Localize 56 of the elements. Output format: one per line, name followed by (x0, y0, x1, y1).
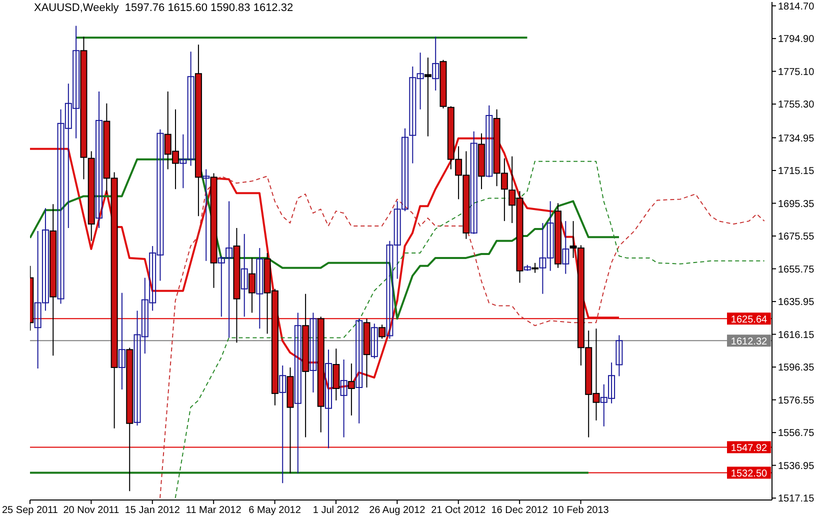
x-tick-label: 21 Oct 2012 (431, 505, 486, 516)
candlestick (294, 312, 302, 474)
y-tick-label: 1715.15 (778, 166, 815, 178)
candlestick (332, 348, 340, 401)
ref-line-label: 1625.64 (730, 314, 768, 326)
line-series (30, 158, 620, 320)
candlestick (325, 349, 332, 449)
x-tick-label: 15 Jan 2012 (124, 505, 180, 516)
x-tick-label: 11 Mar 2012 (186, 505, 242, 516)
x-tick-label: 20 Nov 2011 (63, 505, 120, 516)
x-tick-label: 1 Jul 2012 (312, 505, 360, 516)
candlestick (340, 359, 348, 438)
y-tick-label: 1556.75 (778, 428, 815, 440)
candlestick (202, 168, 210, 262)
y-tick-label: 1814.70 (778, 1, 815, 12)
y-tick-label: 1576.55 (778, 395, 815, 406)
x-tick-label: 26 Aug 2012 (369, 505, 426, 516)
y-tick-label: 1755.30 (778, 100, 815, 111)
chart-title: XAUUSD,Weekly 1597.76 1615.60 1590.83 1612.32 (34, 2, 294, 14)
y-tick-label: 1536.95 (778, 460, 815, 472)
candlestick (424, 57, 432, 137)
candlestick (432, 36, 440, 92)
y-tick-label: 1794.90 (778, 34, 815, 46)
candlestick (370, 323, 378, 360)
x-tick-label: 6 May 2012 (248, 505, 302, 516)
y-tick-label: 1517.15 (778, 494, 815, 505)
candlestick (486, 104, 493, 178)
y-tick-label: 1596.35 (778, 362, 815, 374)
candlestick (470, 130, 478, 234)
candlestick (96, 91, 103, 229)
candlestick (532, 262, 539, 274)
candlestick (562, 220, 570, 274)
y-tick-label: 1655.75 (778, 264, 815, 276)
line-series (30, 137, 620, 390)
y-tick-label: 1734.95 (778, 133, 815, 144)
candlestick (616, 334, 623, 377)
candlestick (118, 292, 126, 390)
candlestick (348, 363, 355, 416)
candlestick (248, 257, 256, 314)
candlestick (356, 318, 363, 424)
candlestick (279, 364, 286, 484)
x-tick-label: 16 Dec 2012 (491, 505, 548, 516)
ref-line-label: 1547.92 (730, 443, 768, 454)
y-tick-label: 1775.10 (778, 66, 815, 78)
candlestick (310, 312, 317, 393)
y-tick-label: 1695.35 (778, 198, 815, 210)
candlestick (240, 233, 248, 318)
candlestick (378, 324, 386, 340)
ref-line-label: 1612.32 (730, 336, 768, 348)
candlestick (256, 248, 264, 330)
y-tick-label: 1616.15 (778, 330, 815, 341)
y-tick-label: 1635.95 (778, 297, 815, 308)
ref-line-label: 1532.50 (730, 468, 768, 480)
x-tick-label: 25 Sep 2011 (2, 505, 58, 516)
x-tick-label: 10 Feb 2013 (552, 505, 610, 516)
y-tick-label: 1675.55 (778, 232, 815, 243)
